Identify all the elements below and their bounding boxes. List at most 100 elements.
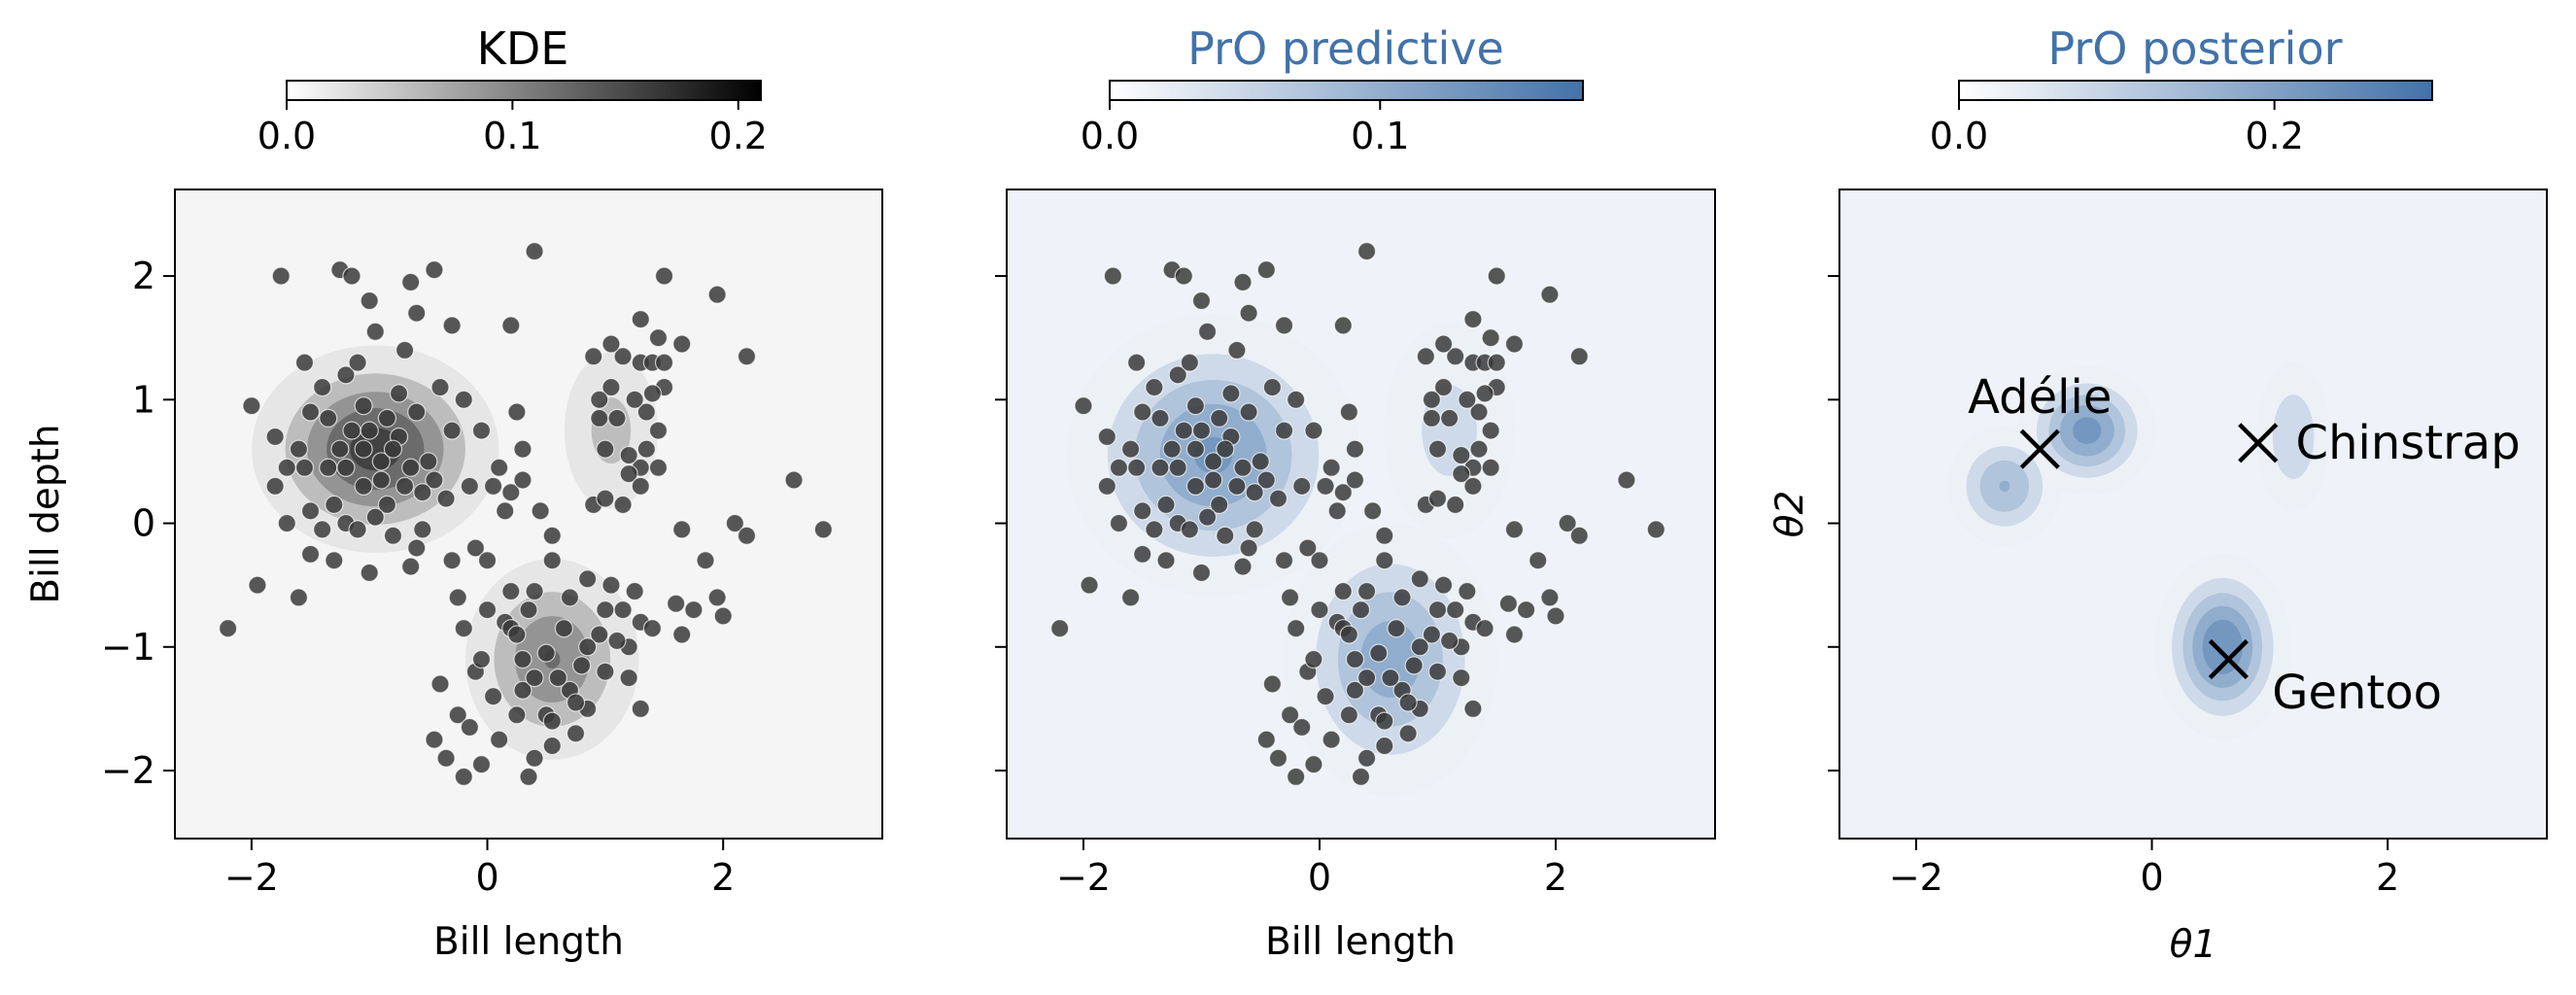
data-point <box>1280 588 1300 607</box>
data-point <box>596 662 615 681</box>
data-point <box>1339 402 1358 422</box>
data-point <box>1440 631 1460 651</box>
x-tick-label: −2 <box>1056 856 1111 899</box>
data-point <box>596 600 615 620</box>
data-point <box>1469 439 1489 459</box>
data-point <box>1463 310 1483 329</box>
data-point <box>1304 755 1323 774</box>
data-point <box>525 581 544 601</box>
data-point <box>1251 452 1270 471</box>
chart-title-predictive: PrO predictive <box>1187 22 1504 75</box>
data-point <box>1569 526 1589 545</box>
colorbar-tick-label: 0.0 <box>1930 115 1988 157</box>
data-point <box>513 680 532 700</box>
data-point <box>607 631 627 651</box>
data-point <box>1316 476 1335 496</box>
data-point <box>1256 470 1276 490</box>
data-point <box>413 483 432 502</box>
data-point <box>1345 680 1365 700</box>
data-point <box>725 513 744 533</box>
chart-title-posterior: PrO posterior <box>2047 22 2342 75</box>
data-point <box>1433 377 1454 397</box>
data-point <box>1074 396 1093 416</box>
data-point <box>542 526 562 545</box>
data-point <box>1304 421 1323 440</box>
data-point <box>460 717 479 738</box>
data-point <box>519 767 538 786</box>
data-point <box>654 353 674 372</box>
data-point <box>465 538 485 558</box>
data-point <box>1375 551 1394 570</box>
data-point <box>525 748 544 768</box>
data-point <box>648 421 669 440</box>
data-point <box>407 303 427 323</box>
scatter-points-kde <box>219 242 833 786</box>
data-point <box>1191 421 1212 440</box>
data-point <box>1262 674 1282 694</box>
data-point <box>336 458 356 477</box>
data-point <box>319 458 338 477</box>
data-point <box>1452 668 1471 688</box>
data-point <box>596 489 615 508</box>
data-point <box>1133 501 1152 521</box>
data-point <box>1375 711 1394 731</box>
data-point <box>1156 495 1176 515</box>
data-point <box>590 390 609 409</box>
data-point <box>325 551 344 570</box>
data-point <box>407 402 427 422</box>
colorbar-ticks-predictive: 0.0 0.1 <box>1081 100 1410 157</box>
data-point <box>619 464 638 484</box>
data-point <box>1481 458 1500 477</box>
x-tick-label: 0 <box>1308 856 1331 899</box>
y-tick-label: −1 <box>101 626 155 669</box>
x-tick-label: 0 <box>2140 856 2163 899</box>
x-tick-label: 2 <box>2376 856 2399 899</box>
data-point <box>613 495 633 515</box>
data-point <box>1274 551 1294 570</box>
data-point <box>1185 439 1206 459</box>
x-tick-label: 0 <box>475 856 498 899</box>
data-point <box>1357 581 1377 601</box>
data-point <box>395 476 415 496</box>
data-point <box>707 588 727 607</box>
data-point <box>294 353 315 372</box>
data-point <box>1133 544 1152 564</box>
data-point <box>484 476 503 496</box>
data-point <box>636 439 656 459</box>
data-point <box>1433 575 1454 595</box>
data-point <box>1180 353 1199 372</box>
data-point <box>484 687 503 706</box>
data-point <box>601 377 621 397</box>
colorbar-ticks-kde: 0.0 0.1 0.2 <box>258 100 768 157</box>
data-point <box>336 365 356 385</box>
x-tick-label: 2 <box>711 856 735 899</box>
data-point <box>1210 408 1229 428</box>
data-point <box>1392 588 1412 607</box>
data-point <box>1345 439 1365 459</box>
y-tick-label: 0 <box>132 502 155 545</box>
data-point <box>477 600 498 620</box>
data-point <box>542 551 562 570</box>
data-point <box>1204 470 1223 490</box>
plot-frame-kde <box>174 189 883 840</box>
data-point <box>696 551 715 570</box>
cluster-marker-adlie <box>2019 429 2060 469</box>
plot-background-posterior <box>1839 189 2547 839</box>
colorbar-posterior <box>1958 80 2433 101</box>
data-point <box>684 600 704 620</box>
data-point <box>1440 408 1460 428</box>
data-point <box>507 402 527 422</box>
data-point <box>613 600 633 620</box>
data-point <box>560 588 580 607</box>
data-point <box>430 674 450 694</box>
data-point <box>1357 242 1377 261</box>
cluster-label-gentoo: Gentoo <box>2272 666 2442 720</box>
chart-title-kde: KDE <box>477 22 569 75</box>
data-point <box>1322 458 1341 477</box>
data-point <box>401 458 421 477</box>
data-point <box>454 767 473 786</box>
data-point <box>1322 730 1341 749</box>
data-point <box>1504 625 1525 644</box>
data-point <box>1080 575 1099 595</box>
data-point <box>554 619 574 638</box>
